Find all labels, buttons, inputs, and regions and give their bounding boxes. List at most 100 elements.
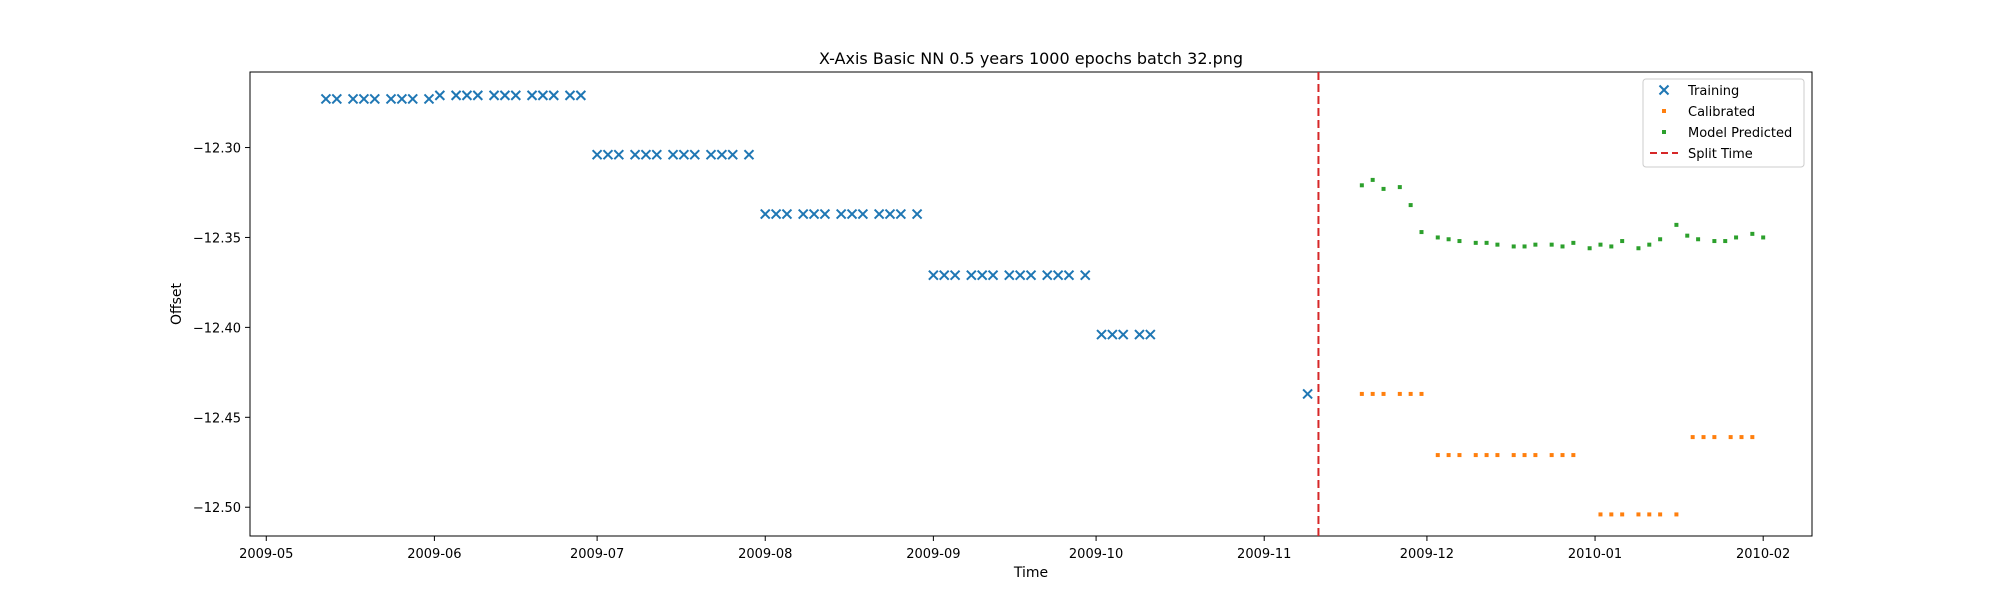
y-tick-label: −12.35	[193, 231, 241, 246]
training-point-stroke	[727, 149, 738, 160]
training-point-stroke	[651, 149, 662, 160]
predicted-point	[1571, 240, 1576, 245]
training-point	[1117, 329, 1129, 340]
calibrated-point	[1549, 453, 1554, 458]
calibrated-point	[1712, 435, 1717, 440]
training-point	[434, 90, 446, 101]
training-point-stroke	[564, 90, 576, 101]
series-training	[320, 90, 1313, 400]
training-point	[461, 90, 473, 101]
training-point	[987, 270, 999, 281]
training-point	[808, 208, 820, 220]
training-point-stroke	[846, 208, 858, 220]
predicted-point	[1522, 244, 1527, 249]
training-point	[1302, 388, 1313, 400]
calibrated-point	[1636, 512, 1641, 517]
training-point-stroke	[1096, 329, 1107, 340]
training-point-stroke	[1080, 270, 1091, 281]
training-point-stroke	[526, 90, 538, 101]
training-point-stroke	[613, 149, 625, 160]
predicted-point	[1408, 203, 1413, 208]
training-point-stroke	[808, 208, 820, 220]
predicted-point	[1446, 237, 1451, 242]
training-point-stroke	[450, 90, 462, 101]
predicted-point	[1435, 235, 1440, 240]
calibrated-point	[1457, 453, 1462, 458]
training-point	[591, 149, 603, 160]
legend-label-split-time: Split Time	[1688, 147, 1753, 162]
training-point-stroke	[1107, 329, 1118, 340]
training-point	[911, 208, 923, 220]
training-point-stroke	[347, 93, 359, 105]
training-point	[770, 208, 782, 220]
predicted-point	[1696, 237, 1701, 242]
training-point	[727, 149, 738, 160]
training-point	[928, 270, 939, 281]
training-point-stroke	[385, 93, 397, 105]
training-point	[1145, 329, 1156, 340]
training-point	[1042, 270, 1053, 281]
calibrated-point	[1511, 453, 1516, 458]
series-calibrated	[1359, 391, 1755, 517]
calibrated-point	[1473, 453, 1478, 458]
series-model-predicted	[1359, 177, 1766, 251]
y-tick-label: −12.40	[193, 321, 241, 336]
training-point	[1063, 270, 1075, 281]
predicted-point	[1370, 177, 1375, 182]
predicted-point	[1381, 186, 1386, 191]
training-point-stroke	[1004, 270, 1015, 281]
training-point-stroke	[966, 270, 977, 281]
training-point	[358, 93, 370, 105]
training-point	[396, 93, 408, 105]
legend-x-mark	[1658, 84, 1670, 96]
training-point	[1096, 329, 1107, 340]
training-point-stroke	[939, 270, 950, 281]
training-point	[526, 90, 538, 101]
training-point	[575, 90, 587, 101]
training-point	[895, 208, 907, 220]
x-tick-label: 2009-07	[570, 547, 624, 562]
calibrated-point	[1598, 512, 1603, 517]
training-point-stroke	[781, 208, 793, 220]
training-point	[846, 208, 858, 220]
x-tick-label: 2010-02	[1736, 547, 1790, 562]
training-point	[949, 270, 961, 281]
legend-item-split-time: Split Time	[1650, 147, 1753, 162]
training-point-stroke	[678, 149, 690, 160]
training-point	[667, 149, 679, 160]
training-point	[689, 149, 700, 160]
training-point	[884, 208, 896, 220]
calibrated-point	[1359, 391, 1364, 396]
training-point-stroke	[705, 149, 717, 160]
calibrated-point	[1609, 512, 1614, 517]
predicted-point	[1587, 246, 1592, 251]
training-point	[369, 93, 380, 105]
predicted-point	[1685, 233, 1690, 238]
predicted-point	[1761, 235, 1766, 240]
x-tick-label: 2009-12	[1400, 547, 1454, 562]
training-point-stroke	[461, 90, 473, 101]
legend-x-mark-stroke	[1658, 84, 1670, 96]
training-point-stroke	[976, 270, 988, 281]
calibrated-point	[1419, 391, 1424, 396]
predicted-point	[1560, 244, 1565, 249]
training-point-stroke	[1014, 270, 1026, 281]
training-point-stroke	[895, 208, 907, 220]
training-point-stroke	[499, 90, 511, 101]
legend-dot-marker-icon	[1662, 109, 1666, 113]
legend-dot-marker-icon	[1662, 130, 1666, 134]
training-point-stroke	[667, 149, 679, 160]
x-tick-label: 2009-06	[407, 547, 461, 562]
chart-title: X-Axis Basic NN 0.5 years 1000 epochs ba…	[819, 49, 1243, 68]
x-tick-label: 2009-09	[906, 547, 960, 562]
calibrated-point	[1381, 391, 1386, 396]
legend-item-calibrated: Calibrated	[1662, 105, 1755, 120]
training-point	[835, 208, 847, 220]
x-tick-label: 2009-11	[1237, 547, 1291, 562]
training-point-stroke	[629, 149, 641, 160]
legend-item-training: Training	[1658, 84, 1739, 99]
predicted-point	[1609, 244, 1614, 249]
predicted-point	[1359, 183, 1364, 188]
training-point-stroke	[689, 149, 700, 160]
series-layer	[320, 90, 1766, 517]
